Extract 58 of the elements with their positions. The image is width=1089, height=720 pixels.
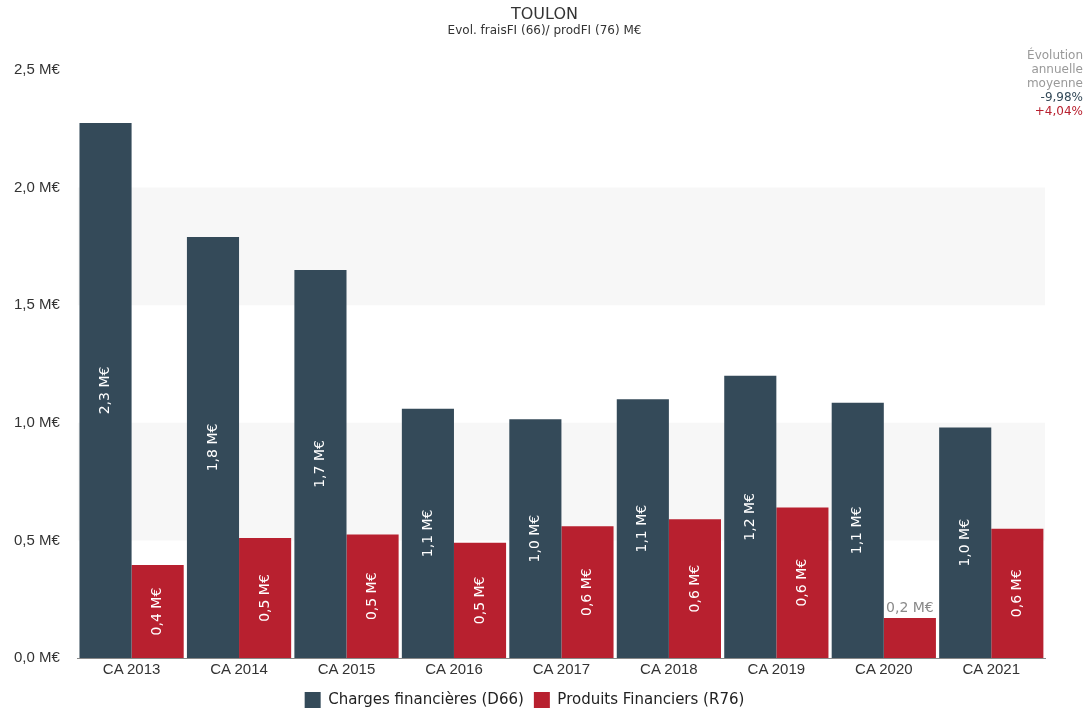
x-tick-label: CA 2018 (640, 660, 698, 678)
y-tick-label: 1,5 M€ (14, 295, 61, 313)
bar (883, 618, 936, 658)
bar (724, 375, 777, 658)
x-tick-label: CA 2013 (102, 660, 161, 678)
bar (401, 408, 454, 658)
bar (939, 427, 992, 658)
y-tick-label: 2,0 M€ (14, 177, 61, 195)
data-label: 1,7 M€ (311, 440, 328, 488)
x-tick-label: CA 2020 (855, 660, 913, 678)
data-label: 0,5 M€ (363, 572, 380, 621)
bar (561, 526, 614, 658)
data-label: 1,8 M€ (203, 423, 220, 472)
data-label: 0,2 M€ (886, 598, 934, 615)
chart-title: TOULON (510, 4, 579, 23)
legend-label: Charges financières (D66) (328, 689, 524, 708)
data-label: 1,1 M€ (418, 509, 435, 558)
data-label: 0,5 M€ (470, 576, 487, 625)
data-label: 1,0 M€ (526, 514, 543, 563)
y-tick-label: 0,5 M€ (14, 530, 61, 548)
x-tick-label: CA 2015 (317, 660, 376, 678)
legend-label: Produits Financiers (R76) (557, 689, 745, 708)
bar (776, 507, 829, 658)
x-tick-label: CA 2014 (210, 660, 268, 678)
data-label: 1,2 M€ (740, 493, 757, 541)
x-tick-label: CA 2016 (425, 660, 483, 678)
bar (616, 399, 669, 658)
bar (186, 236, 240, 658)
x-tick-label: CA 2019 (747, 660, 806, 678)
data-label: 0,6 M€ (1007, 569, 1024, 618)
annotation: +4,04% (1033, 104, 1083, 118)
y-tick-label: 1,0 M€ (14, 412, 61, 430)
bar (668, 519, 722, 658)
data-label: 1,0 M€ (955, 518, 972, 567)
data-label: 0,6 M€ (685, 564, 702, 613)
bar (79, 122, 132, 658)
bar (991, 528, 1044, 658)
data-label: 0,6 M€ (578, 568, 595, 616)
data-label: 0,5 M€ (255, 574, 272, 622)
x-tick-label: CA 2017 (532, 660, 591, 678)
bar (294, 269, 347, 658)
bar (239, 538, 292, 658)
data-label: 0,4 M€ (148, 587, 165, 636)
x-tick-label: CA 2021 (962, 660, 1021, 678)
data-label: 1,1 M€ (633, 504, 650, 553)
y-tick-label: 0,0 M€ (14, 648, 61, 666)
bar (346, 534, 399, 658)
bar (831, 402, 884, 658)
y-tick-label: 2,5 M€ (14, 60, 61, 78)
annotation: Évolution annuelle moyenne (1025, 48, 1083, 90)
chart-subtitle: Evol. fraisFI (66)/ prodFI (76) M€ (446, 23, 643, 37)
bar (453, 542, 507, 658)
annotation: -9,98% (1039, 90, 1083, 104)
data-label: 2,3 M€ (96, 366, 113, 415)
data-label: 0,6 M€ (793, 558, 810, 607)
data-label: 1,1 M€ (848, 506, 865, 555)
bar (131, 565, 184, 658)
bar (509, 419, 562, 658)
